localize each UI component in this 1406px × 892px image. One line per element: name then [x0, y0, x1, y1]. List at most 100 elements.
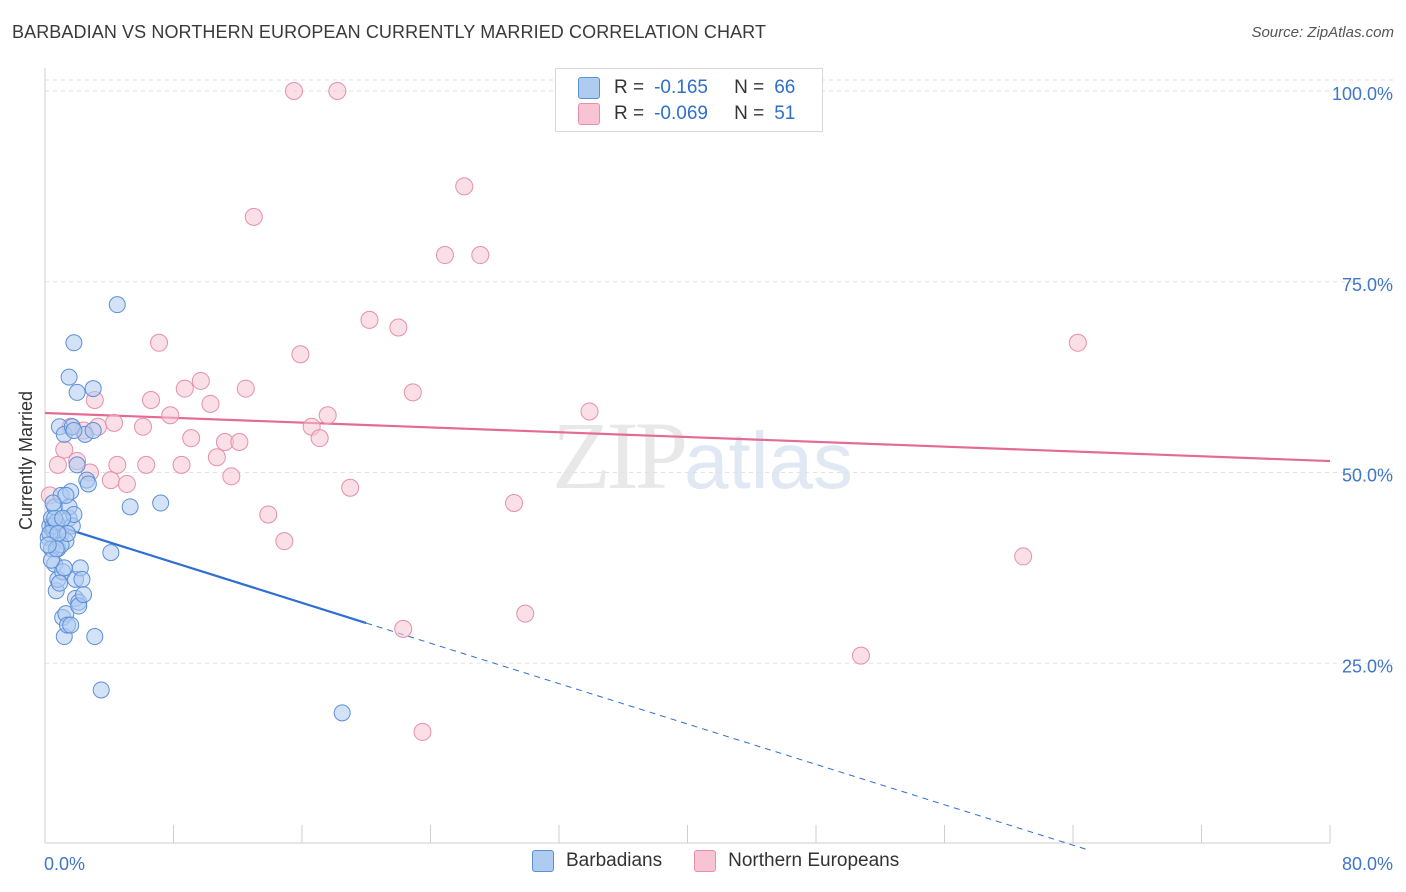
- northern-european-point: [328, 82, 347, 100]
- northern-european-point: [244, 207, 263, 226]
- y-tick-label: 75.0%: [1342, 275, 1393, 295]
- barbadian-point: [75, 586, 93, 604]
- x-tick-label: 80.0%: [1342, 854, 1393, 874]
- barbadian-point: [68, 383, 86, 401]
- tick-labels: 25.0% 50.0% 75.0% 100.0% 0.0% 80.0%: [44, 84, 1393, 874]
- barbadian-point: [57, 486, 75, 504]
- barbadian-point: [79, 475, 97, 493]
- legend-n-value: 66: [774, 77, 796, 98]
- northern-european-point: [105, 413, 124, 432]
- legend-n-value: 51: [774, 103, 796, 124]
- trend-lines: [44, 411, 1331, 851]
- axes: [44, 68, 1331, 844]
- northern-european-point: [175, 379, 194, 398]
- barbadian-point: [121, 498, 139, 516]
- legend-label-barbadians: Barbadians: [566, 850, 663, 871]
- correlation-legend: R = -0.165 N = 66 R = -0.069 N = 51: [555, 68, 823, 132]
- barbadian-point: [44, 494, 62, 512]
- northern-european-point: [133, 417, 152, 436]
- northern-european-point: [413, 722, 432, 741]
- northern-european-point: [580, 402, 599, 421]
- legend-n-label: N =: [734, 103, 765, 124]
- northern-european-point: [516, 604, 535, 623]
- barbadian-point: [54, 509, 72, 527]
- northern-european-point: [172, 455, 191, 474]
- northern-european-point: [259, 505, 278, 524]
- y-tick-label: 50.0%: [1342, 466, 1393, 486]
- barbadian-point: [73, 570, 91, 588]
- northern-european-point: [851, 646, 870, 665]
- barbadian-point: [108, 296, 126, 314]
- northern-european-point: [236, 379, 255, 398]
- legend-swatch-blue: [532, 850, 554, 872]
- northern-european-point: [284, 82, 303, 100]
- watermark-zip: ZIP: [552, 402, 688, 509]
- northern-european-point: [150, 333, 169, 352]
- barbadian-point: [65, 334, 83, 352]
- barbadian-point: [92, 681, 110, 699]
- northern-european-point: [389, 318, 408, 337]
- legend-item-northern-europeans[interactable]: Northern Europeans: [694, 850, 899, 872]
- legend-swatch-blue: [578, 77, 600, 99]
- northern-european-point: [182, 429, 201, 448]
- northern-european-point: [142, 391, 161, 410]
- gridlines: [45, 79, 1395, 664]
- legend-row-barbadians: R = -0.165 N = 66: [578, 75, 795, 101]
- northern-european-points: [40, 82, 1087, 741]
- legend-label-northern-europeans: Northern Europeans: [728, 850, 900, 871]
- northern-european-point: [161, 406, 180, 425]
- legend-swatch-pink: [578, 103, 600, 125]
- legend-swatch-pink: [694, 850, 717, 872]
- barbadian-point: [68, 456, 86, 474]
- northern-european-point: [117, 474, 136, 493]
- northern-european-point: [341, 478, 360, 497]
- source-credit: Source: ZipAtlas.com: [1251, 24, 1394, 41]
- barbadian-point: [333, 704, 351, 722]
- northern-european-point: [137, 455, 156, 474]
- barbadian-points: [39, 296, 351, 722]
- legend-row-northern-europeans: R = -0.069 N = 51: [578, 101, 795, 127]
- y-axis-label: Currently Married: [16, 390, 36, 530]
- northern-european-point: [48, 455, 67, 474]
- zipatlas-watermark: ZIPatlas: [552, 400, 853, 511]
- x-tick-label: 0.0%: [44, 854, 85, 874]
- northern-european-point: [505, 494, 524, 513]
- northern-european-point: [191, 371, 210, 390]
- northern-european-point: [291, 345, 310, 364]
- barbadian-point: [60, 368, 78, 386]
- barbadian-point: [39, 536, 57, 554]
- barbadian-trend-line: [44, 521, 367, 625]
- barbadian-point: [84, 380, 102, 398]
- barbadian-point: [62, 616, 80, 634]
- legend-r-label: R =: [614, 103, 645, 124]
- northern-european-point: [394, 619, 413, 638]
- legend-r-value: -0.165: [654, 77, 708, 98]
- northern-european-point: [101, 471, 120, 490]
- northern-european-point: [471, 246, 490, 265]
- barbadian-point: [152, 494, 170, 512]
- northern-european-point: [318, 406, 337, 425]
- northern-european-point: [435, 246, 454, 265]
- series-legend: Barbadians Northern Europeans: [532, 850, 931, 872]
- legend-r-value: -0.069: [654, 103, 708, 124]
- northern-european-point: [360, 310, 379, 329]
- barbadian-point: [55, 559, 73, 577]
- legend-item-barbadians[interactable]: Barbadians: [532, 850, 662, 872]
- y-tick-label: 25.0%: [1342, 656, 1393, 676]
- northern-european-point: [230, 432, 249, 451]
- northern-european-point: [1014, 547, 1033, 566]
- northern-european-point: [310, 429, 329, 448]
- northern-european-point: [455, 177, 474, 196]
- barbadian-point: [86, 628, 104, 646]
- northern-european-point: [108, 455, 127, 474]
- northern-european-point: [222, 467, 241, 486]
- northern-european-point: [201, 394, 220, 413]
- chart-title: BARBADIAN VS NORTHERN EUROPEAN CURRENTLY…: [12, 22, 767, 42]
- barbadian-point: [50, 574, 68, 592]
- northern-european-point: [275, 532, 294, 551]
- y-tick-label: 100.0%: [1332, 84, 1393, 104]
- northern-european-point: [1068, 333, 1087, 352]
- barbadian-point: [65, 422, 83, 440]
- northern-european-point: [207, 448, 226, 467]
